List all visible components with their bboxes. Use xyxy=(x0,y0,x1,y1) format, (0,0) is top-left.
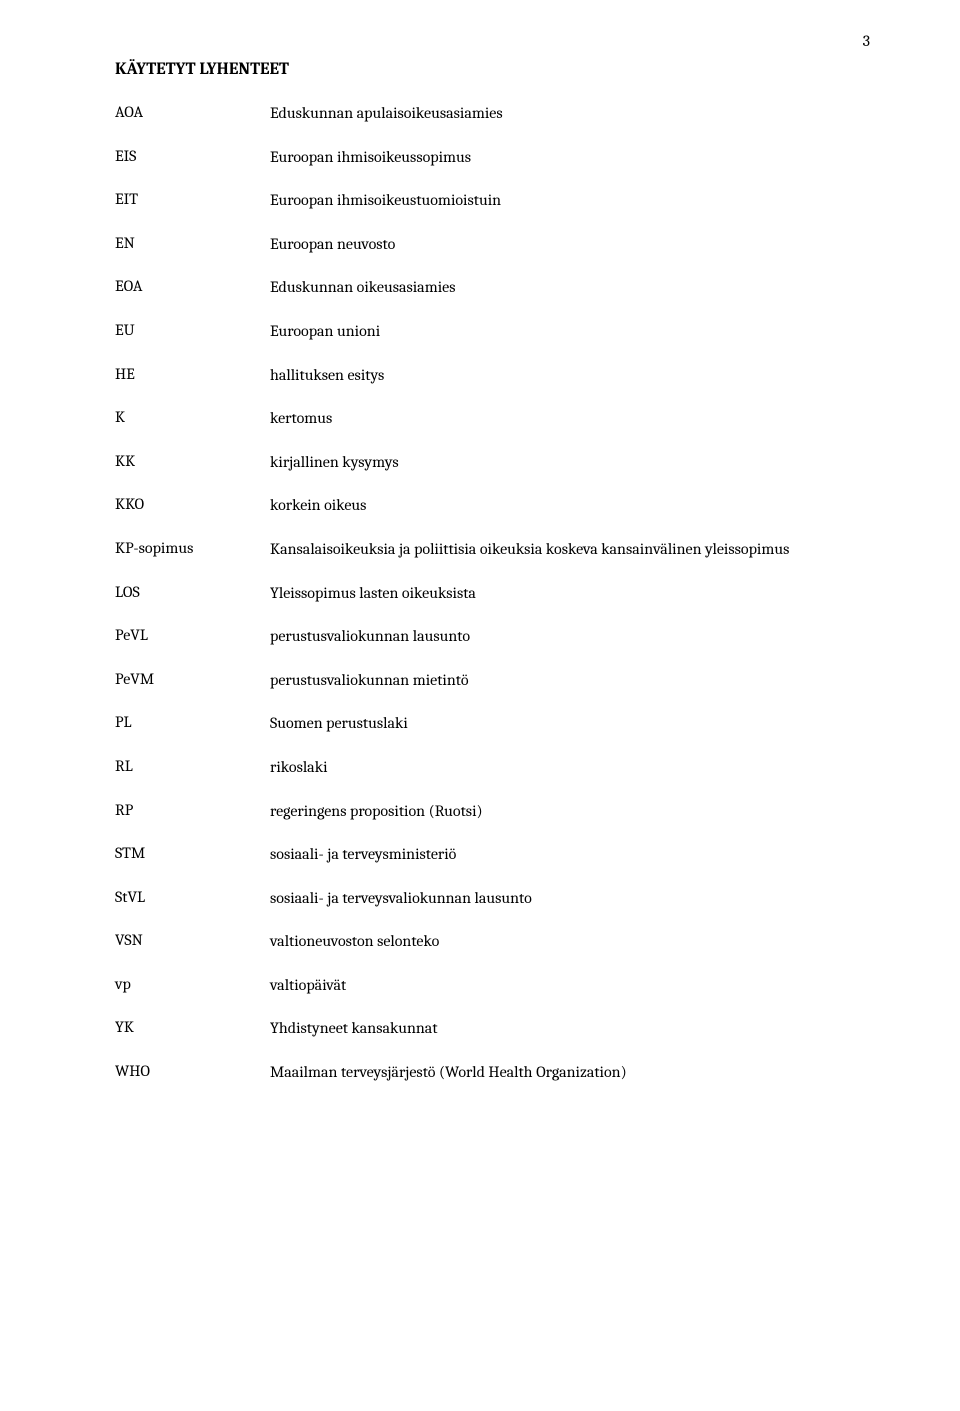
abbrev-key: PL xyxy=(115,713,270,731)
abbrev-value: Eduskunnan oikeusasiamies xyxy=(270,277,870,299)
abbrev-value: Eduskunnan apulaisoikeusasiamies xyxy=(270,103,870,125)
abbrev-value: Kansalaisoikeuksia ja poliittisia oikeuk… xyxy=(270,539,870,561)
table-row: PL Suomen perustuslaki xyxy=(115,713,870,735)
table-row: EIT Euroopan ihmisoikeustuomioistuin xyxy=(115,190,870,212)
table-row: EOA Eduskunnan oikeusasiamies xyxy=(115,277,870,299)
abbrev-value: kirjallinen kysymys xyxy=(270,452,870,474)
table-row: VSN valtioneuvoston selonteko xyxy=(115,931,870,953)
abbrev-value: korkein oikeus xyxy=(270,495,870,517)
abbrev-value: sosiaali- ja terveysministeriö xyxy=(270,844,870,866)
table-row: RP regeringens proposition (Ruotsi) xyxy=(115,801,870,823)
table-row: WHO Maailman terveysjärjestö (World Heal… xyxy=(115,1062,870,1084)
abbrev-value: Euroopan ihmisoikeustuomioistuin xyxy=(270,190,870,212)
abbrev-key: EN xyxy=(115,234,270,252)
abbrev-value: valtioneuvoston selonteko xyxy=(270,931,870,953)
abbrev-value: rikoslaki xyxy=(270,757,870,779)
table-row: YK Yhdistyneet kansakunnat xyxy=(115,1018,870,1040)
table-row: LOS Yleissopimus lasten oikeuksista xyxy=(115,583,870,605)
abbrev-key: HE xyxy=(115,365,270,383)
abbrev-key: StVL xyxy=(115,888,270,906)
abbrev-key: VSN xyxy=(115,931,270,949)
abbrev-value: Euroopan unioni xyxy=(270,321,870,343)
table-row: STM sosiaali- ja terveysministeriö xyxy=(115,844,870,866)
abbrev-value: perustusvaliokunnan lausunto xyxy=(270,626,870,648)
abbrev-value: Suomen perustuslaki xyxy=(270,713,870,735)
table-row: StVL sosiaali- ja terveysvaliokunnan lau… xyxy=(115,888,870,910)
abbrev-value: Euroopan ihmisoikeussopimus xyxy=(270,147,870,169)
table-row: K kertomus xyxy=(115,408,870,430)
abbrev-key: LOS xyxy=(115,583,270,601)
table-row: EN Euroopan neuvosto xyxy=(115,234,870,256)
abbrev-value: valtiopäivät xyxy=(270,975,870,997)
table-row: EIS Euroopan ihmisoikeussopimus xyxy=(115,147,870,169)
abbrev-key: vp xyxy=(115,975,270,993)
table-row: HE hallituksen esitys xyxy=(115,365,870,387)
abbrev-value: sosiaali- ja terveysvaliokunnan lausunto xyxy=(270,888,870,910)
table-row: KP-sopimus Kansalaisoikeuksia ja poliitt… xyxy=(115,539,870,561)
abbrev-key: AOA xyxy=(115,103,270,121)
abbrev-value: Euroopan neuvosto xyxy=(270,234,870,256)
abbrev-key: EU xyxy=(115,321,270,339)
abbrev-key: EIT xyxy=(115,190,270,208)
abbrev-key: RP xyxy=(115,801,270,819)
table-row: EU Euroopan unioni xyxy=(115,321,870,343)
abbrev-key: WHO xyxy=(115,1062,270,1080)
abbrev-key: EOA xyxy=(115,277,270,295)
abbrev-value: hallituksen esitys xyxy=(270,365,870,387)
table-row: PeVL perustusvaliokunnan lausunto xyxy=(115,626,870,648)
abbrev-key: YK xyxy=(115,1018,270,1036)
abbrev-value: Yhdistyneet kansakunnat xyxy=(270,1018,870,1040)
abbrev-key: KKO xyxy=(115,495,270,513)
abbrev-key: PeVL xyxy=(115,626,270,644)
abbrev-key: KK xyxy=(115,452,270,470)
abbreviation-table: AOA Eduskunnan apulaisoikeusasiamies EIS… xyxy=(115,103,870,1084)
abbrev-value: Maailman terveysjärjestö (World Health O… xyxy=(270,1062,870,1084)
table-row: vp valtiopäivät xyxy=(115,975,870,997)
abbrev-value: perustusvaliokunnan mietintö xyxy=(270,670,870,692)
table-row: AOA Eduskunnan apulaisoikeusasiamies xyxy=(115,103,870,125)
abbrev-value: Yleissopimus lasten oikeuksista xyxy=(270,583,870,605)
abbrev-value: kertomus xyxy=(270,408,870,430)
abbrev-key: RL xyxy=(115,757,270,775)
abbrev-key: KP-sopimus xyxy=(115,539,270,557)
abbrev-value: regeringens proposition (Ruotsi) xyxy=(270,801,870,823)
abbrev-key: STM xyxy=(115,844,270,862)
table-row: KKO korkein oikeus xyxy=(115,495,870,517)
abbrev-key: K xyxy=(115,408,270,426)
table-row: KK kirjallinen kysymys xyxy=(115,452,870,474)
table-row: PeVM perustusvaliokunnan mietintö xyxy=(115,670,870,692)
abbrev-key: PeVM xyxy=(115,670,270,688)
table-row: RL rikoslaki xyxy=(115,757,870,779)
page-number: 3 xyxy=(863,32,870,50)
section-heading: KÄYTETYT LYHENTEET xyxy=(115,60,870,79)
abbrev-key: EIS xyxy=(115,147,270,165)
